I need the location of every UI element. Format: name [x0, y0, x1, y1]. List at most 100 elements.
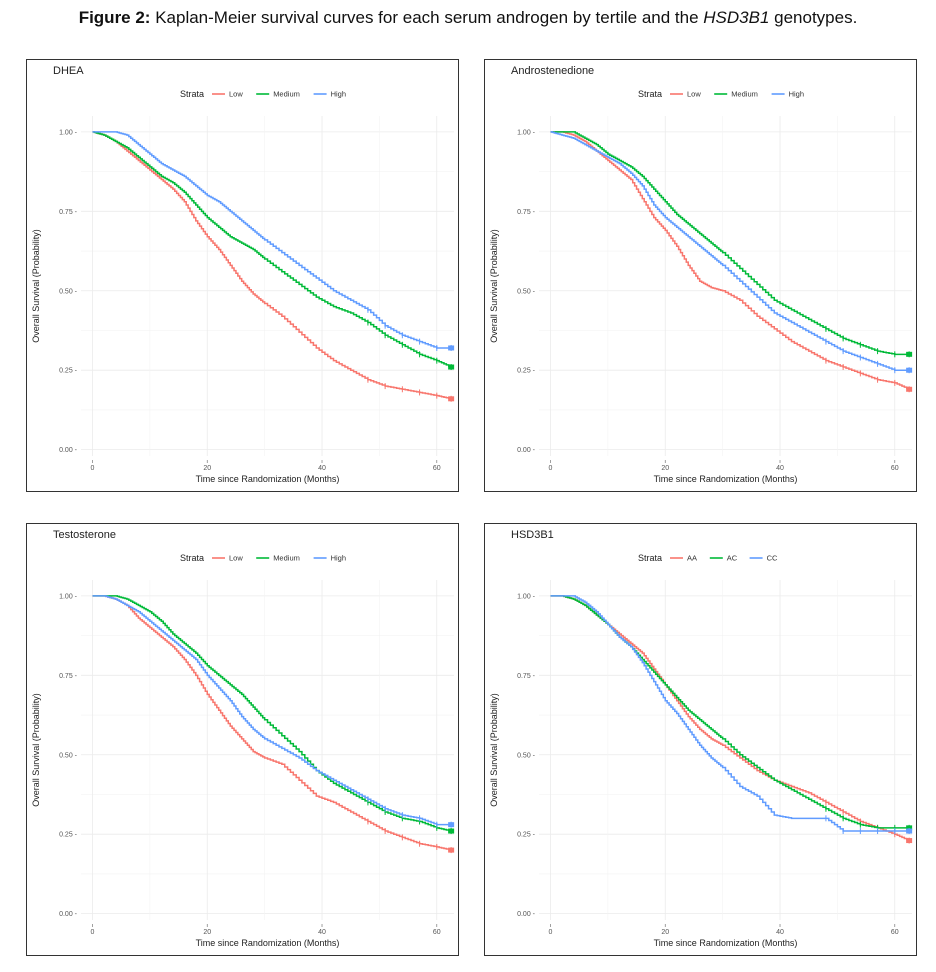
- km-chart-hsd3b1: HSD3B1 Strata AA AC CC 0.00 - 0.25 - 0.50 - 0.75…: [489, 529, 913, 948]
- panel-title: HSD3B1: [511, 529, 554, 541]
- y-tick-label: 0.50 -: [517, 288, 536, 295]
- series-high: [550, 131, 913, 374]
- x-tick-label: 60: [891, 465, 899, 472]
- axes: 0.00 - 0.25 - 0.50 - 0.75 - 1.00 - 0 20 40 60 Tim…: [31, 129, 441, 484]
- km-panel-testosterone: Testosterone Strata Low Medium High 0.00 - 0.2…: [26, 523, 459, 956]
- legend-label: Low: [229, 90, 243, 99]
- series-medium: [92, 131, 455, 371]
- figure-caption: Figure 2: Kaplan-Meier survival curves f…: [0, 8, 936, 28]
- x-tick-label: 40: [776, 465, 784, 472]
- y-tick-label: 0.00 -: [517, 911, 536, 918]
- legend-title: Strata: [638, 89, 662, 99]
- legend-label: High: [331, 554, 346, 563]
- legend-title: Strata: [638, 553, 662, 563]
- x-tick-label: 40: [318, 929, 326, 936]
- panel-title: DHEA: [53, 65, 84, 77]
- y-axis-label: Overall Survival (Probability): [489, 693, 499, 807]
- y-axis-label: Overall Survival (Probability): [31, 693, 41, 807]
- censor-end-marker: [906, 838, 913, 844]
- caption-text-end: genotypes.: [769, 8, 858, 27]
- series-low: [92, 131, 455, 402]
- legend-label: High: [331, 90, 346, 99]
- series-low: [92, 595, 455, 854]
- legend: Strata AA AC CC: [638, 553, 778, 563]
- legend-title: Strata: [180, 553, 204, 563]
- series-high: [92, 131, 455, 351]
- y-tick-label: 1.00 -: [59, 593, 78, 600]
- survival-curve: [550, 595, 910, 829]
- km-chart-testosterone: Testosterone Strata Low Medium High 0.00 - 0.2…: [31, 529, 455, 948]
- censor-end-marker: [448, 828, 455, 834]
- legend-label: Low: [229, 554, 243, 563]
- x-axis-label: Time since Randomization (Months): [196, 938, 340, 948]
- y-axis-label: Overall Survival (Probability): [31, 229, 41, 343]
- censor-end-marker: [448, 364, 455, 370]
- y-tick-label: 0.25 -: [517, 368, 536, 375]
- y-tick-label: 1.00 -: [517, 593, 536, 600]
- y-tick-label: 0.25 -: [59, 832, 78, 839]
- censor-end-marker: [906, 825, 913, 831]
- y-tick-label: 1.00 -: [517, 129, 536, 136]
- x-tick-label: 60: [433, 465, 441, 472]
- y-tick-label: 0.75 -: [59, 673, 78, 680]
- survival-curve: [92, 131, 452, 368]
- series-low: [550, 131, 913, 393]
- censor-end-marker: [906, 367, 913, 373]
- censor-end-marker: [906, 386, 913, 392]
- grid: [539, 580, 912, 920]
- panel-title: Androstenedione: [511, 65, 594, 77]
- legend-label: CC: [767, 554, 778, 563]
- x-axis-label: Time since Randomization (Months): [196, 474, 340, 484]
- y-tick-label: 0.25 -: [59, 368, 78, 375]
- legend: Strata Low Medium High: [180, 89, 346, 99]
- survival-curve: [550, 595, 910, 832]
- x-tick-label: 40: [318, 465, 326, 472]
- grid: [81, 116, 454, 456]
- legend-label: Low: [687, 90, 701, 99]
- panel-title: Testosterone: [53, 529, 116, 541]
- censor-end-marker: [448, 847, 455, 853]
- x-tick-label: 20: [661, 929, 669, 936]
- series-aa: [550, 595, 913, 844]
- y-tick-label: 0.75 -: [517, 209, 536, 216]
- legend-label: AA: [687, 554, 697, 563]
- y-tick-label: 0.50 -: [59, 288, 78, 295]
- km-panel-androstenedione: Androstenedione Strata Low Medium High 0.00 -…: [484, 59, 917, 492]
- figure-label: Figure 2:: [78, 8, 151, 27]
- y-tick-label: 0.50 -: [517, 752, 536, 759]
- x-tick-label: 20: [203, 465, 211, 472]
- x-tick-label: 40: [776, 929, 784, 936]
- series-ac: [550, 595, 913, 831]
- grid: [539, 116, 912, 456]
- grid: [81, 580, 454, 920]
- censor-end-marker: [448, 396, 455, 402]
- caption-text: Kaplan-Meier survival curves for each se…: [150, 8, 704, 27]
- x-tick-label: 0: [91, 929, 95, 936]
- y-tick-label: 0.75 -: [59, 209, 78, 216]
- axes: 0.00 - 0.25 - 0.50 - 0.75 - 1.00 - 0 20 40 60 Tim…: [31, 593, 441, 948]
- y-tick-label: 0.00 -: [59, 911, 78, 918]
- y-tick-label: 1.00 -: [59, 129, 78, 136]
- y-tick-label: 0.25 -: [517, 832, 536, 839]
- x-tick-label: 60: [433, 929, 441, 936]
- legend: Strata Low Medium High: [180, 553, 346, 563]
- series-medium: [550, 131, 913, 358]
- x-tick-label: 60: [891, 929, 899, 936]
- x-tick-label: 20: [203, 929, 211, 936]
- y-tick-label: 0.00 -: [517, 447, 536, 454]
- x-axis-label: Time since Randomization (Months): [654, 938, 798, 948]
- survival-curve: [92, 595, 452, 832]
- legend-label: Medium: [273, 90, 300, 99]
- survival-curve: [92, 595, 452, 826]
- legend-label: Medium: [731, 90, 758, 99]
- km-panel-dhea: DHEA Strata Low Medium High 0.00 - 0.25 - 0.50 …: [26, 59, 459, 492]
- survival-curve: [92, 595, 452, 851]
- series-high: [92, 595, 455, 828]
- legend-label: AC: [727, 554, 738, 563]
- survival-curve: [92, 131, 452, 349]
- axes: 0.00 - 0.25 - 0.50 - 0.75 - 1.00 - 0 20 40 60 Tim…: [489, 129, 899, 484]
- y-axis-label: Overall Survival (Probability): [489, 229, 499, 343]
- legend: Strata Low Medium High: [638, 89, 804, 99]
- survival-curve: [92, 131, 452, 400]
- y-tick-label: 0.00 -: [59, 447, 78, 454]
